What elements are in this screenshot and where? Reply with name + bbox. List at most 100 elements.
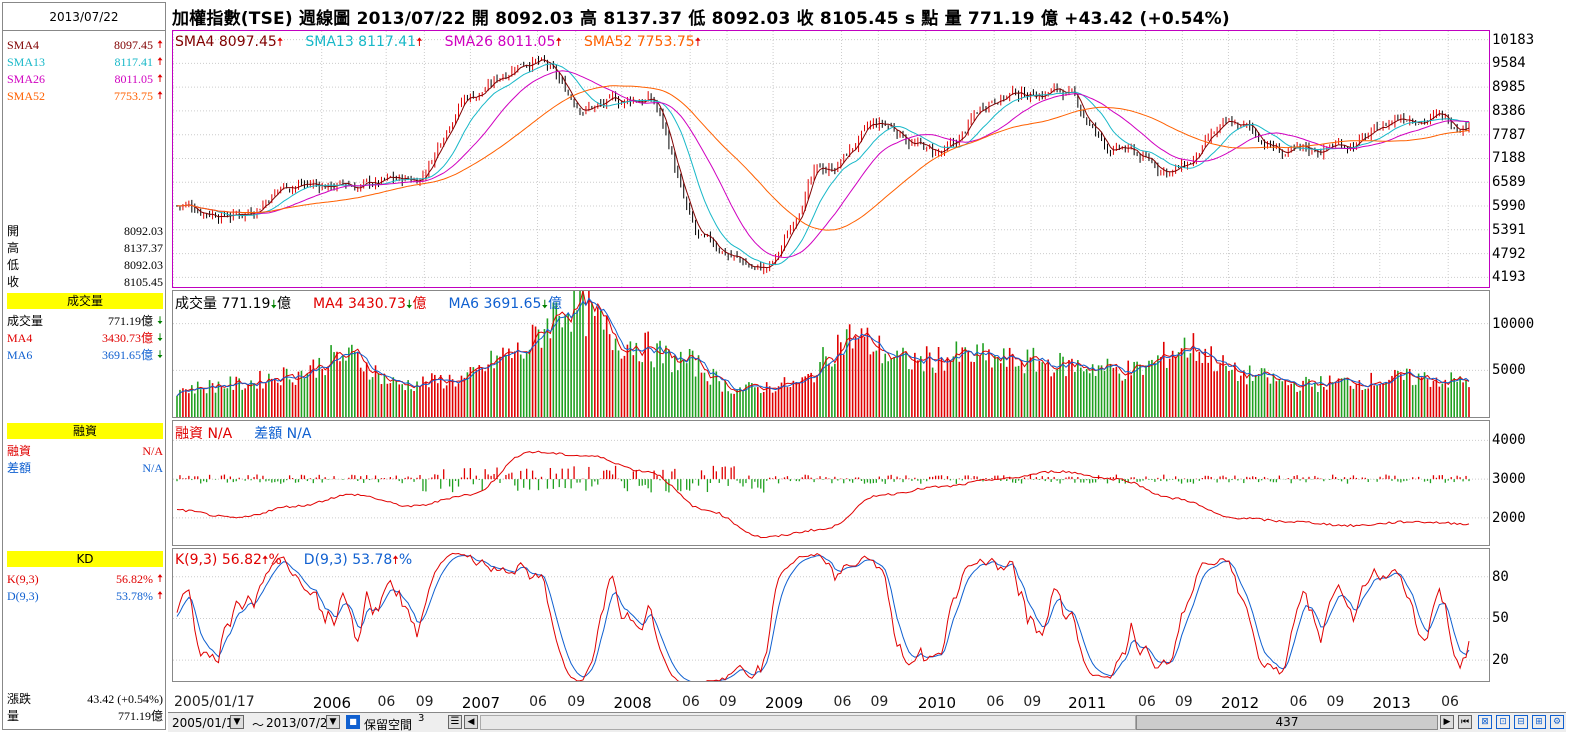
fit-icon[interactable]: ⊞ — [1532, 715, 1546, 729]
x-tick-label: 2013 — [1372, 694, 1411, 712]
sma-13-line — [176, 63, 1470, 266]
left-row-key: 收 — [7, 275, 20, 289]
bottom-toolbar: 2005/01/17 ▼ ～ 2013/07/22 ▼ ■ 保留空間 3 ☰ ◀… — [168, 712, 1566, 732]
left-row-value: 3691.65億 — [101, 348, 153, 362]
kd-chart — [173, 552, 1489, 686]
y-tick-label: 4000 — [1492, 432, 1526, 449]
y-tick-label: 20 — [1492, 652, 1509, 669]
x-tick-label: 09 — [1023, 694, 1042, 710]
left-row-key: SMA26 — [7, 72, 46, 86]
left-row-key: D(9,3) — [7, 589, 39, 603]
up-arrow-icon: 🠅 — [261, 553, 269, 567]
volume-panel[interactable]: 成交量 771.19🠇億 MA4 3430.73🠇億 MA6 3691.65🠇億 — [172, 279, 1490, 418]
margin-line — [176, 450, 1470, 539]
legend-item: D(9,3) 53.78🠅% — [303, 552, 413, 568]
margin-chart — [173, 439, 1489, 539]
scroll-thumb[interactable]: 437 — [1136, 715, 1438, 730]
x-tick-label: 2010 — [917, 694, 957, 712]
left-row-vol-rows-1: MA4 3430.73億 🠇 — [7, 330, 163, 346]
left-row-ohlc-rows-1: 高 8137.37 — [7, 240, 163, 256]
date-label: 2013/07/22 — [3, 3, 165, 31]
sma-52-line — [176, 85, 1470, 231]
up-arrow-icon: 🠅 — [156, 73, 163, 85]
up-arrow-icon: 🠅 — [416, 35, 423, 49]
left-row-key: 漲跌 — [7, 692, 32, 706]
reset-icon[interactable]: ⊟ — [1514, 715, 1528, 729]
down-arrow-icon: 🠇 — [156, 332, 163, 344]
left-row-ohlc-rows-3: 收 8105.45 — [7, 274, 163, 290]
kd-panel[interactable]: K(9,3) 56.82🠅% D(9,3) 53.78🠅% — [172, 548, 1490, 686]
from-dropdown-icon[interactable]: ▼ — [230, 715, 244, 729]
first-icon[interactable]: ⏮ — [1458, 715, 1472, 729]
volume-header[interactable]: 成交量 — [7, 293, 163, 309]
legend-unit: % — [398, 552, 413, 568]
sma-26-line — [176, 70, 1469, 259]
margin-panel[interactable]: 融資 N/A 差額 N/A — [172, 420, 1490, 546]
left-row-key: 量 — [7, 709, 20, 723]
x-tick-label: 09 — [567, 694, 586, 710]
left-row-margin-rows-1: 差額 N/A — [7, 460, 163, 476]
x-tick-label: 2008 — [613, 694, 652, 712]
y-tick-label: 5391 — [1492, 221, 1526, 238]
y-tick-label: 80 — [1492, 568, 1509, 585]
x-tick-label: 06 — [377, 694, 396, 710]
legend-unit: 億 — [548, 296, 563, 312]
left-row-value: 771.19億 — [107, 314, 153, 328]
k-line — [176, 552, 1470, 686]
to-date-prefix: ～ — [252, 718, 265, 732]
scroll-track[interactable] — [480, 715, 1136, 730]
legend-unit: 億 — [277, 296, 292, 312]
legend-item: 成交量 771.19🠇億 — [175, 296, 292, 312]
from-date[interactable]: 2005/01/17 — [172, 716, 242, 730]
scroll-left-icon[interactable]: ◀ — [464, 715, 478, 729]
volume-legend: 成交量 771.19🠇億 MA4 3430.73🠇億 MA6 3691.65🠇億 — [175, 293, 584, 316]
y-tick-label: 4193 — [1492, 269, 1526, 286]
to-dropdown-icon[interactable]: ▼ — [326, 715, 340, 729]
kd-header[interactable]: KD — [7, 551, 163, 567]
zoom-out-icon[interactable]: ⊠ — [1478, 715, 1492, 729]
x-tick-label: 06 — [1441, 694, 1459, 710]
x-tick-label: 06 — [529, 694, 547, 710]
left-row-ohlc-rows-2: 低 8092.03 — [7, 257, 163, 273]
left-row-value: 8137.37 — [124, 241, 163, 255]
scroll-right-icon[interactable]: ▶ — [1440, 715, 1454, 729]
zoom-in-icon[interactable]: ⊡ — [1496, 715, 1510, 729]
down-arrow-icon: 🠇 — [270, 297, 278, 311]
legend-item: SMA13 8117.41🠅 — [305, 34, 423, 50]
left-row-sma-rows-1: SMA13 8117.41 🠅 — [7, 54, 163, 70]
left-row-value: N/A — [142, 461, 163, 475]
left-row-value: 56.82% — [116, 572, 153, 586]
left-row-ohlc-rows-0: 開 8092.03 — [7, 223, 163, 239]
x-tick-label: 09 — [415, 694, 434, 710]
legend-item: K(9,3) 56.82🠅% — [175, 552, 282, 568]
zoom-icon[interactable]: ☰ — [448, 715, 462, 729]
left-row-vol-rows-0: 成交量 771.19億 🠇 — [7, 313, 163, 329]
x-tick-label: 2005/01/17 — [174, 694, 255, 710]
left-row-key: 差額 — [7, 461, 32, 475]
price-panel[interactable]: SMA4 8097.45🠅 SMA13 8117.41🠅 SMA26 8011.05… — [172, 30, 1490, 288]
legend-item: SMA26 8011.05🠅 — [444, 34, 562, 50]
settings-icon[interactable]: ⚙ — [1550, 715, 1564, 729]
calendar-icon[interactable]: ■ — [346, 715, 360, 729]
legend-item: 融資 N/A — [175, 426, 233, 442]
left-row-key: SMA52 — [7, 89, 46, 103]
margin-header[interactable]: 融資 — [7, 423, 163, 439]
y-tick-label: 3000 — [1492, 471, 1526, 488]
y-tick-label: 8985 — [1492, 79, 1526, 96]
x-tick-label: 06 — [681, 694, 700, 710]
left-row-key: 開 — [7, 224, 20, 238]
up-arrow-icon: 🠅 — [156, 90, 163, 102]
legend-item: MA6 3691.65🠇億 — [448, 296, 563, 312]
left-row-key: K(9,3) — [7, 572, 39, 586]
y-tick-label: 5000 — [1492, 362, 1526, 379]
to-date[interactable]: 2013/07/22 — [266, 716, 336, 730]
left-row-sma-rows-0: SMA4 8097.45 🠅 — [7, 37, 163, 53]
left-row-key: 融資 — [7, 444, 32, 458]
x-tick-label: 09 — [870, 694, 889, 710]
y-tick-label: 5990 — [1492, 198, 1526, 215]
left-row-key: 低 — [7, 258, 20, 272]
left-row-value: 43.42 (+0.54%) — [87, 692, 163, 706]
legend-item: SMA52 7753.75🠅 — [583, 34, 702, 50]
legend-item: SMA4 8097.45🠅 — [175, 34, 284, 50]
down-arrow-icon: 🠇 — [156, 315, 163, 327]
